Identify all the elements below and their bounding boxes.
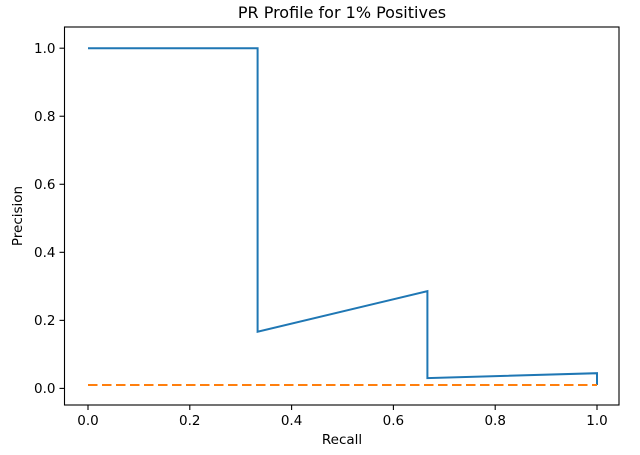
y-tick-label: 0.0 xyxy=(34,381,55,397)
x-tick-label: 0.2 xyxy=(179,413,200,429)
x-tick-label: 0.4 xyxy=(281,413,302,429)
chart-title: PR Profile for 1% Positives xyxy=(238,3,446,22)
y-axis-ticks: 0.0 0.2 0.4 0.6 0.8 1.0 xyxy=(34,41,65,397)
plot-area xyxy=(63,26,620,406)
y-tick-label: 1.0 xyxy=(34,41,55,57)
y-axis-label: Precision xyxy=(10,186,26,246)
x-tick-label: 0.8 xyxy=(484,413,505,429)
pr-curve-line xyxy=(88,47,598,385)
y-tick-label: 0.6 xyxy=(34,177,55,193)
x-tick-label: 1.0 xyxy=(586,413,607,429)
y-tick-label: 0.2 xyxy=(34,313,55,329)
x-axis-ticks: 0.0 0.2 0.4 0.6 0.8 1.0 xyxy=(77,405,608,429)
x-tick-label: 0.6 xyxy=(383,413,404,429)
y-tick-label: 0.8 xyxy=(34,109,55,125)
y-tick-label: 0.4 xyxy=(34,245,55,261)
x-axis-label: Recall xyxy=(322,432,362,448)
x-tick-label: 0.0 xyxy=(77,413,98,429)
data-series xyxy=(88,47,598,386)
